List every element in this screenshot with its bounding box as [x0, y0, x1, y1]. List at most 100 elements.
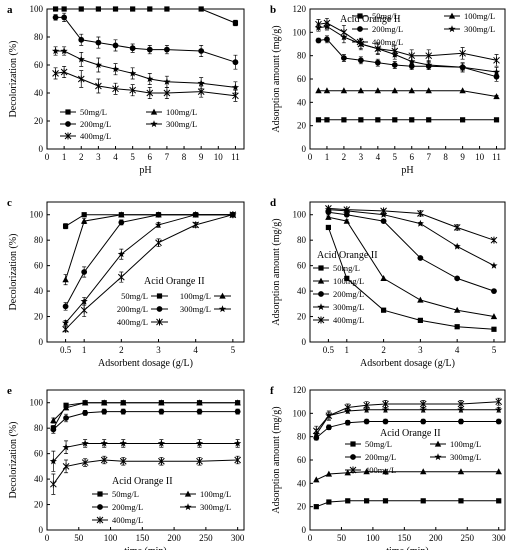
- legend-marker: [317, 277, 325, 284]
- y-tick-label: 0: [302, 525, 307, 535]
- y-tick-label: 60: [297, 261, 307, 271]
- data-point: [52, 69, 59, 77]
- panel-label: f: [270, 385, 274, 397]
- y-tick-label: 100: [293, 27, 307, 37]
- y-tick-label: 0: [39, 144, 44, 154]
- series-line: [315, 421, 499, 439]
- data-point: [409, 117, 415, 123]
- data-point: [117, 250, 125, 258]
- series-line: [55, 50, 236, 88]
- legend-label: 400mg/L: [80, 131, 111, 141]
- x-tick-label: 5: [231, 345, 236, 355]
- legend-item: 400mg/L: [345, 465, 396, 475]
- data-point: [313, 476, 320, 483]
- data-point: [62, 443, 70, 451]
- data-point: [460, 117, 466, 123]
- legend-marker: [150, 108, 158, 115]
- y-tick-label: 40: [34, 474, 44, 484]
- legend-marker: [448, 25, 456, 33]
- x-tick-label: 150: [398, 533, 412, 543]
- data-point: [363, 406, 371, 413]
- data-point: [380, 207, 387, 215]
- x-tick-label: 2: [119, 345, 124, 355]
- legend-item: 100mg/L: [430, 439, 481, 449]
- legend-marker: [357, 13, 363, 19]
- data-point: [229, 211, 237, 219]
- x-tick-label: 3: [418, 345, 423, 355]
- legend-item: 300mg/L: [146, 119, 197, 129]
- series-200mg-per-L: [50, 408, 241, 434]
- series-50mg-per-L: [313, 498, 502, 510]
- legend-item: 300mg/L: [313, 302, 364, 312]
- data-point: [380, 218, 387, 224]
- legend-item: 200mg/L: [313, 289, 364, 299]
- data-point: [457, 468, 465, 475]
- data-point: [234, 399, 241, 406]
- data-point: [95, 82, 102, 90]
- x-tick-label: 2: [342, 152, 347, 162]
- series-line: [55, 8, 236, 24]
- data-point: [453, 306, 461, 313]
- data-point: [325, 470, 333, 477]
- data-point: [81, 269, 88, 275]
- series-line: [328, 216, 495, 317]
- legend-label: 300mg/L: [450, 452, 481, 462]
- data-point: [120, 399, 127, 406]
- x-tick-label: 5: [393, 152, 398, 162]
- panel-label: d: [270, 197, 276, 209]
- legend-item: 400mg/L: [352, 37, 403, 47]
- data-point: [163, 78, 171, 85]
- data-point: [495, 398, 503, 406]
- x-tick-label: 3: [359, 152, 364, 162]
- y-tick-label: 80: [34, 32, 44, 42]
- x-tick-label: 8: [182, 152, 187, 162]
- data-point: [62, 325, 69, 333]
- legend-label: 50mg/L: [365, 439, 392, 449]
- x-tick-label: 8: [443, 152, 448, 162]
- series-50mg-per-L: [325, 224, 497, 332]
- legend-item: 100mg/L: [180, 489, 231, 499]
- data-point: [157, 439, 165, 447]
- legend-item: 400mg/L: [60, 131, 111, 141]
- data-point: [417, 317, 423, 323]
- data-point: [324, 117, 330, 123]
- data-point: [458, 418, 464, 425]
- data-point: [457, 400, 465, 408]
- legend: 50mg/L 100mg/L 200mg/L 300mg/L 400mg/L: [60, 107, 197, 141]
- data-point: [426, 117, 432, 123]
- data-point: [78, 6, 84, 12]
- data-point: [232, 59, 239, 66]
- data-point: [340, 87, 348, 94]
- data-point: [340, 28, 348, 36]
- data-point: [49, 457, 57, 465]
- legend-label: 200mg/L: [112, 502, 143, 512]
- series-50mg-per-L: [52, 6, 239, 27]
- legend-label: 50mg/L: [333, 263, 360, 273]
- data-point: [81, 399, 89, 406]
- data-point: [146, 89, 154, 97]
- data-point: [198, 48, 205, 54]
- legend-item: 300mg/L: [180, 304, 231, 314]
- data-point: [62, 462, 70, 470]
- data-point: [325, 213, 332, 220]
- series-400mg-per-L: [52, 66, 239, 102]
- y-tick-label: 60: [34, 261, 44, 271]
- y-tick-label: 60: [297, 74, 307, 84]
- data-point: [495, 468, 502, 475]
- data-point: [454, 275, 461, 282]
- data-point: [323, 87, 331, 94]
- data-point: [492, 68, 501, 76]
- data-point: [52, 6, 59, 12]
- legend-label: 50mg/L: [372, 11, 399, 21]
- y-axis-label: Adsorption amount (mg/g): [271, 218, 282, 325]
- data-point: [343, 206, 351, 214]
- series-200mg-per-L: [315, 35, 500, 82]
- x-tick-label: 0.5: [323, 345, 335, 355]
- data-point: [155, 211, 162, 218]
- data-point: [198, 6, 204, 12]
- data-point: [118, 219, 125, 226]
- data-point: [164, 6, 170, 12]
- series-line: [328, 211, 495, 292]
- y-tick-label: 100: [30, 398, 44, 408]
